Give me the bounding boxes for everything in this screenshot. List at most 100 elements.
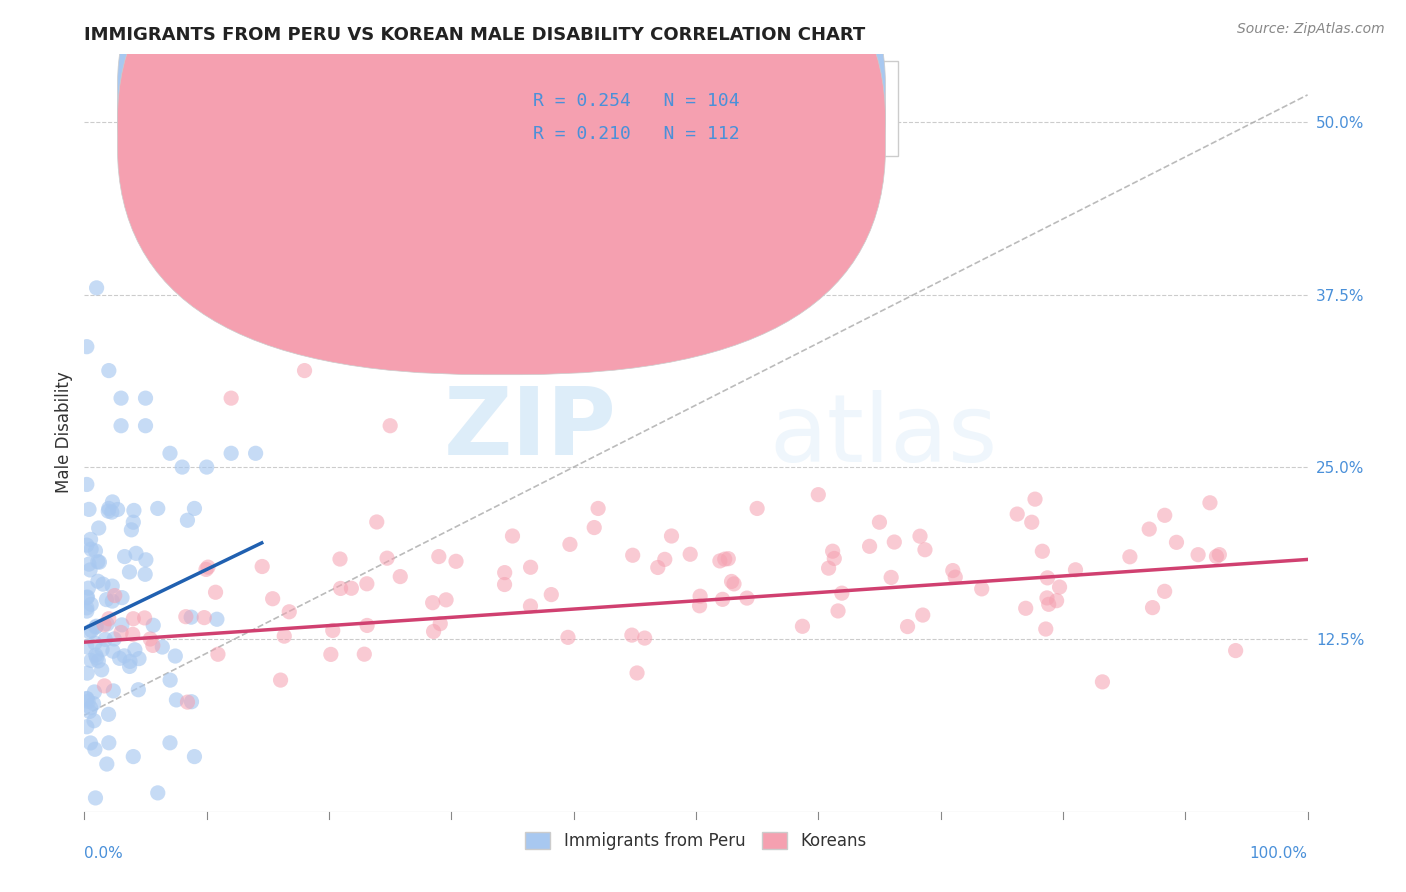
Point — [329, 552, 352, 566]
Point — [205, 612, 228, 626]
Point — [1031, 544, 1053, 558]
Point — [76, 591, 98, 605]
Point — [122, 503, 145, 517]
Point — [118, 565, 141, 579]
Point — [79, 563, 101, 577]
Text: 0.0%: 0.0% — [84, 846, 124, 861]
Point — [219, 446, 242, 460]
Point — [86, 650, 108, 665]
Point — [869, 515, 891, 529]
Point — [1137, 522, 1160, 536]
Point — [558, 537, 581, 551]
Point — [91, 577, 114, 591]
Point — [183, 501, 205, 516]
Point — [77, 502, 100, 516]
Point — [1091, 674, 1114, 689]
Text: atlas: atlas — [769, 391, 998, 483]
Point — [76, 666, 98, 681]
Point — [93, 617, 115, 632]
Point — [557, 631, 579, 645]
Point — [908, 529, 931, 543]
Point — [76, 600, 98, 615]
Point — [1005, 507, 1028, 521]
Point — [118, 659, 141, 673]
Point — [821, 544, 844, 558]
Point — [270, 673, 292, 687]
Point — [1153, 508, 1175, 523]
Point — [134, 611, 156, 625]
Point — [165, 648, 187, 663]
Point — [366, 515, 388, 529]
Point — [717, 551, 740, 566]
Point — [389, 569, 412, 583]
Point — [118, 654, 141, 668]
Point — [96, 592, 118, 607]
Point — [76, 477, 98, 491]
Point — [375, 551, 398, 566]
Point — [380, 418, 402, 433]
Point — [519, 599, 541, 613]
Point — [494, 577, 516, 591]
Point — [79, 624, 101, 639]
Point — [429, 616, 451, 631]
Point — [142, 618, 165, 632]
Point — [519, 560, 541, 574]
Point — [792, 619, 814, 633]
Point — [96, 617, 118, 632]
Point — [180, 610, 202, 624]
Point — [87, 654, 110, 668]
Point — [128, 651, 150, 665]
Point — [125, 546, 148, 560]
Point — [494, 566, 516, 580]
Point — [83, 742, 105, 756]
Point — [1205, 549, 1227, 564]
Point — [124, 642, 146, 657]
Point — [914, 542, 936, 557]
Point — [444, 554, 467, 568]
Point — [76, 604, 98, 618]
Point — [1024, 492, 1046, 507]
Point — [713, 552, 735, 566]
Point — [134, 567, 156, 582]
Text: R = 0.210   N = 112: R = 0.210 N = 112 — [533, 125, 740, 143]
Point — [91, 642, 114, 657]
Point — [319, 648, 342, 662]
Point — [427, 549, 450, 564]
Point — [97, 363, 120, 377]
Point — [942, 564, 965, 578]
Point — [93, 679, 115, 693]
Point — [329, 582, 352, 596]
Point — [111, 591, 134, 605]
Text: Source: ZipAtlas.com: Source: ZipAtlas.com — [1237, 22, 1385, 37]
Point — [101, 644, 124, 658]
Point — [84, 636, 107, 650]
Point — [111, 618, 134, 632]
Point — [176, 513, 198, 527]
Point — [735, 591, 758, 606]
Point — [80, 598, 103, 612]
Point — [174, 609, 197, 624]
Point — [661, 529, 683, 543]
Point — [654, 552, 676, 566]
Point — [353, 647, 375, 661]
Point — [1021, 515, 1043, 529]
Point — [77, 581, 100, 595]
Text: ZIP: ZIP — [443, 383, 616, 475]
Point — [76, 691, 98, 706]
Point — [626, 665, 648, 680]
Point — [195, 562, 218, 576]
Point — [97, 736, 120, 750]
Point — [422, 624, 444, 639]
Point — [1038, 597, 1060, 611]
Point — [135, 553, 157, 567]
Point — [711, 592, 734, 607]
Point — [1119, 549, 1142, 564]
Point — [76, 691, 98, 706]
Point — [1187, 548, 1209, 562]
Point — [197, 560, 219, 574]
Text: 100.0%: 100.0% — [1250, 846, 1308, 861]
Point — [76, 340, 98, 354]
Point — [1153, 584, 1175, 599]
Point — [79, 705, 101, 719]
Point — [172, 460, 194, 475]
